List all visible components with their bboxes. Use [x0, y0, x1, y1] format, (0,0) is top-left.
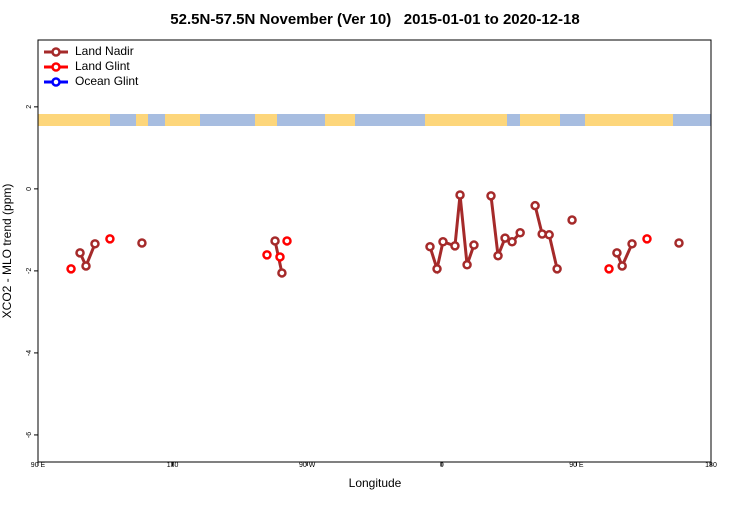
chart-title: 52.5N-57.5N November (Ver 10) 2015-01-01…: [170, 11, 579, 28]
point: [455, 190, 465, 200]
y-tick-label: -4: [26, 350, 33, 356]
point: [486, 191, 496, 201]
point: [450, 241, 460, 251]
legend-marker: [51, 62, 61, 72]
point: [275, 252, 285, 262]
y-tick-label: -6: [26, 432, 33, 438]
point: [530, 200, 540, 211]
point: [674, 238, 684, 248]
point: [567, 215, 577, 225]
point: [642, 234, 652, 244]
point: [612, 248, 622, 258]
point: [90, 239, 100, 249]
point: [544, 230, 554, 240]
y-tick-label: 2: [26, 105, 33, 109]
x-tick-label: 0: [440, 462, 444, 469]
point: [515, 228, 525, 238]
legend-marker: [51, 47, 61, 57]
point: [462, 259, 472, 270]
y-tick-label: 0: [26, 187, 33, 191]
point: [277, 268, 287, 278]
point: [66, 264, 76, 274]
point: [75, 248, 85, 258]
surface-strip: [38, 114, 711, 126]
point: [552, 264, 562, 274]
legend-label: Ocean Glint: [75, 74, 139, 88]
x-tick-label: 90 E: [31, 462, 46, 469]
x-tick-label: 90 E: [569, 462, 584, 469]
point: [627, 239, 637, 249]
point: [432, 264, 442, 274]
y-axis-label: XCO2 - MLO trend (ppm): [0, 184, 14, 319]
legend-marker: [51, 77, 61, 87]
point: [81, 261, 91, 271]
point: [604, 264, 614, 274]
point: [493, 250, 503, 261]
point: [270, 236, 280, 246]
legend-label: Land Glint: [75, 59, 130, 73]
plot-frame: [37, 39, 712, 463]
x-tick-label: 90 W: [299, 462, 316, 469]
point: [500, 233, 510, 243]
x-tick-label: 180: [167, 462, 179, 469]
point: [617, 261, 627, 271]
point: [469, 240, 479, 250]
point: [507, 237, 517, 247]
y-tick-label: -2: [26, 268, 33, 274]
x-tick-label: 180: [705, 462, 717, 469]
point: [438, 237, 448, 247]
series-line: [80, 195, 679, 273]
point: [105, 234, 115, 244]
point: [137, 238, 147, 248]
x-axis-label: Longitude: [349, 476, 402, 490]
point: [262, 250, 272, 260]
legend-label: Land Nadir: [75, 44, 134, 58]
point: [282, 236, 292, 246]
point: [425, 241, 435, 252]
